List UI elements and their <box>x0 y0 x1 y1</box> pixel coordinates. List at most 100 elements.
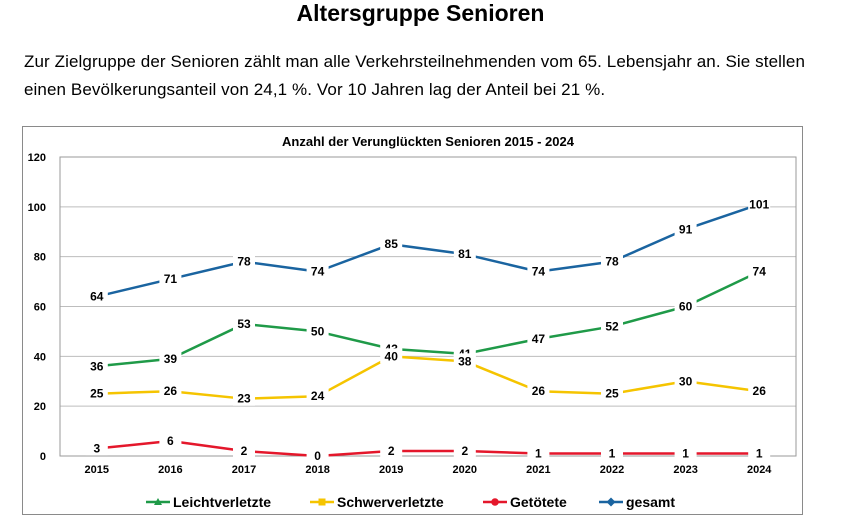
data-label: 81 <box>458 247 472 261</box>
x-tick-label: 2016 <box>158 464 182 476</box>
data-label-bg <box>527 445 550 461</box>
data-label: 1 <box>609 447 616 461</box>
x-tick-label: 2018 <box>305 464 329 476</box>
data-label-bg <box>748 263 771 279</box>
data-label-bg <box>306 323 329 339</box>
data-label: 0 <box>314 449 321 463</box>
intro-paragraph: Zur Zielgruppe der Senioren zählt man al… <box>24 52 806 99</box>
data-label: 60 <box>679 300 693 314</box>
chart-grid <box>59 156 797 457</box>
x-tick-label: 2022 <box>600 464 624 476</box>
data-label: 1 <box>535 447 542 461</box>
legend-label: Schwerverletzte <box>337 494 444 510</box>
data-label-bg <box>85 288 108 304</box>
data-label-bg <box>748 196 771 212</box>
data-label-bg <box>601 385 623 401</box>
x-tick-label: 2021 <box>526 464 550 476</box>
data-label: 1 <box>682 447 689 461</box>
data-label-bg <box>85 385 108 401</box>
data-label-bg <box>233 443 255 459</box>
data-label-bg <box>306 263 329 279</box>
data-label: 2 <box>241 444 248 458</box>
data-label-bg <box>233 315 255 331</box>
chart-legend: Leichtverletzte Schwerverletzte Getötete ge… <box>146 494 675 510</box>
data-label-bg <box>674 445 697 461</box>
page-heading: Altersgruppe Senioren <box>296 0 545 26</box>
y-tick-label: 60 <box>34 302 46 314</box>
data-label: 26 <box>164 384 178 398</box>
chart-title: Anzahl der Verunglückten Senioren 2015 -… <box>282 134 575 149</box>
data-label: 26 <box>753 384 767 398</box>
data-labels-getötete: 3 6 2 0 2 2 1 1 1 1 <box>85 433 771 463</box>
data-label-bg <box>306 448 329 463</box>
x-tick-label: 2023 <box>673 464 697 476</box>
data-label: 74 <box>311 265 325 279</box>
data-label: 52 <box>605 319 619 333</box>
y-tick-label: 80 <box>34 252 46 264</box>
series-getötete <box>96 439 760 458</box>
y-axis: 0 20 40 60 80 100 120 <box>28 152 46 463</box>
data-label-bg <box>601 253 623 269</box>
data-label-bg <box>674 221 697 237</box>
data-label-bg <box>380 236 403 252</box>
data-label: 101 <box>749 197 769 211</box>
data-label-bg <box>306 388 329 404</box>
legend-label: Getötete <box>510 494 567 510</box>
x-tick-label: 2024 <box>747 464 772 476</box>
series-leichtverletzte <box>96 270 760 368</box>
data-label: 24 <box>311 389 325 403</box>
x-tick-label: 2017 <box>232 464 256 476</box>
data-label: 25 <box>605 387 619 401</box>
data-label: 78 <box>605 255 619 269</box>
data-label: 64 <box>90 290 104 304</box>
square-marker-icon <box>318 498 326 506</box>
y-tick-label: 40 <box>34 351 46 363</box>
x-tick-label: 2020 <box>453 464 477 476</box>
series-gesamt <box>96 203 760 298</box>
data-label: 91 <box>679 222 693 236</box>
chart-series: 3639535043414752607425262324403826253026… <box>85 196 771 463</box>
x-axis: 2015 2016 2017 2018 2019 2020 2021 2022 2023 2024 <box>85 464 773 476</box>
legend-item-gesamt: gesamt <box>599 494 675 510</box>
data-label-bg <box>159 433 182 449</box>
data-label: 47 <box>532 332 546 346</box>
legend-label: gesamt <box>626 494 675 510</box>
data-label: 40 <box>385 349 399 363</box>
data-label: 39 <box>164 352 178 366</box>
data-label: 71 <box>164 272 178 286</box>
data-label-bg <box>85 358 108 374</box>
data-label-bg <box>159 383 182 399</box>
data-label: 78 <box>237 255 251 269</box>
data-label: 2 <box>461 444 468 458</box>
triangle-marker-icon <box>154 498 162 505</box>
x-tick-label: 2015 <box>85 464 109 476</box>
data-labels-leichtverletzte: 36395350434147526074 <box>85 263 771 374</box>
y-tick-label: 20 <box>34 401 46 413</box>
data-label: 25 <box>90 387 104 401</box>
series-line <box>96 203 760 298</box>
data-label: 2 <box>388 444 395 458</box>
data-label-bg <box>527 383 550 399</box>
data-label: 74 <box>532 265 546 279</box>
y-tick-label: 0 <box>40 451 46 463</box>
data-label: 50 <box>311 324 325 338</box>
legend-item-leichtverletzte: Leichtverletzte <box>146 494 271 510</box>
data-labels-schwerverletzte: 25 26 23 24 40 38 26 25 30 26 <box>85 348 771 406</box>
y-tick-label: 120 <box>28 152 46 164</box>
data-label-bg <box>380 443 403 459</box>
series-line <box>96 355 760 400</box>
data-label-bg <box>380 348 403 364</box>
x-tick-label: 2019 <box>379 464 403 476</box>
data-label-bg <box>601 445 623 461</box>
data-label-bg <box>748 383 771 399</box>
series-line <box>96 439 760 458</box>
data-label-bg <box>85 440 108 456</box>
data-labels-gesamt: 64 71 78 74 85 81 74 78 91 101 <box>85 196 771 304</box>
series-line <box>96 270 760 368</box>
legend-item-getötete: Getötete <box>483 494 567 510</box>
series-schwerverletzte <box>96 355 760 400</box>
diamond-marker-icon <box>606 497 616 507</box>
data-label: 53 <box>237 317 251 331</box>
data-label-bg <box>527 263 550 279</box>
data-label-bg <box>674 298 697 314</box>
